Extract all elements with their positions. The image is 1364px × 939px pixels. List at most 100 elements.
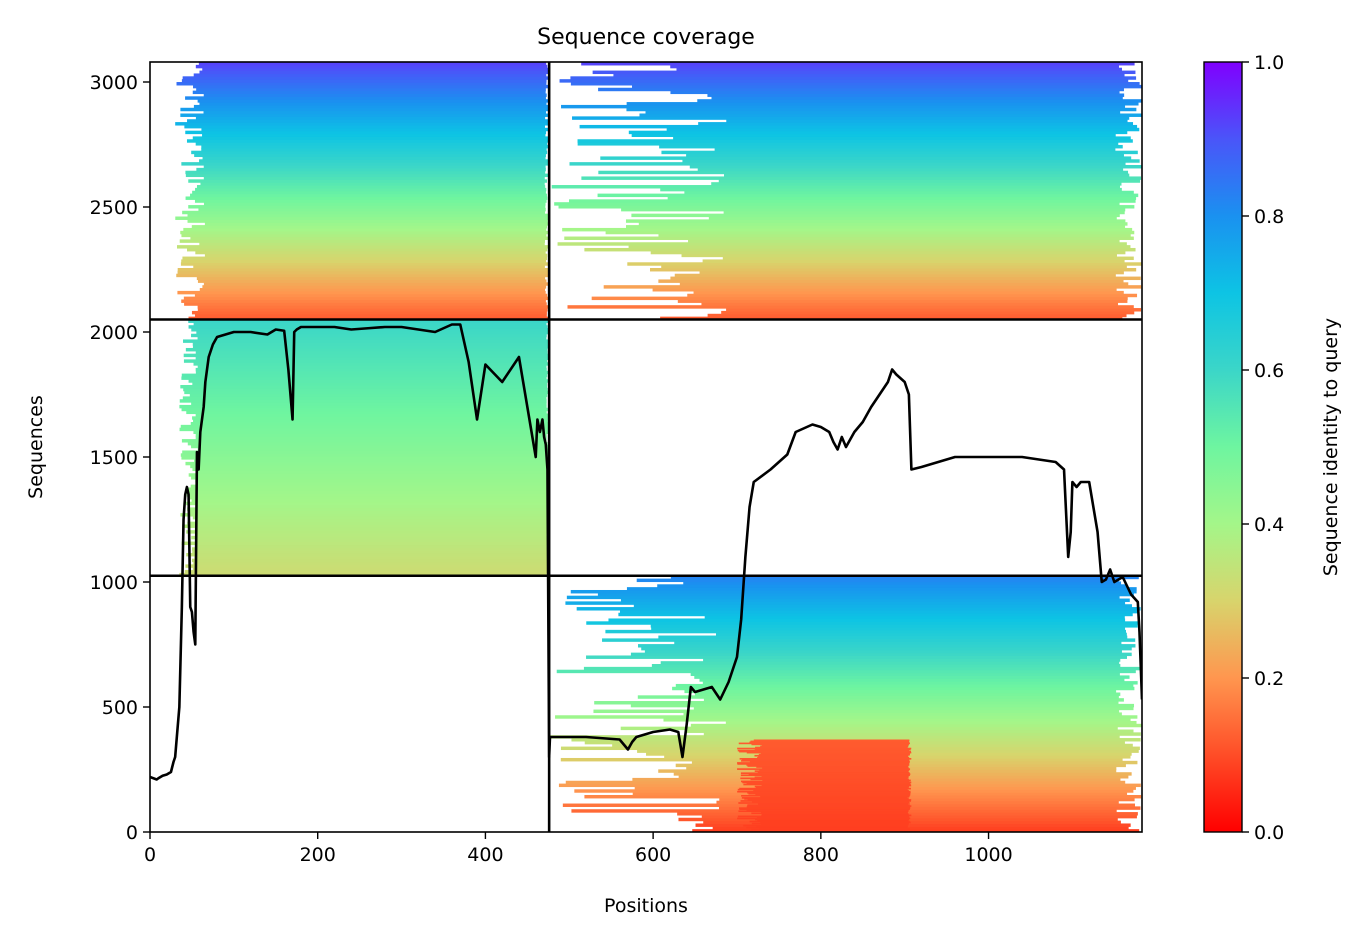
heatmap-band [176, 245, 549, 249]
heatmap-band [688, 239, 1120, 243]
heatmap-band [716, 800, 1119, 805]
heatmap-band [597, 193, 1139, 198]
heatmap-band [703, 698, 1124, 702]
heatmap-band [714, 147, 1116, 152]
heatmap-band [711, 96, 1123, 100]
x-axis: 0 200 400 600 800 1000 [144, 832, 1013, 866]
heatmap-band [761, 814, 912, 817]
heatmap-band [746, 806, 911, 808]
heatmap-band [638, 222, 1128, 226]
heatmap-band [740, 800, 911, 802]
heatmap-band [740, 774, 910, 777]
heatmap-band [191, 402, 547, 406]
heatmap-band [181, 376, 547, 380]
heatmap-band [644, 649, 1122, 654]
heatmap-band [718, 179, 1141, 183]
heatmap-band [183, 353, 549, 358]
heatmap-band [749, 820, 910, 823]
heatmap-band [191, 535, 548, 540]
heatmap-band [584, 247, 1136, 252]
heatmap-band [556, 669, 1136, 674]
heatmap-band [199, 242, 545, 246]
heatmap-band [586, 621, 1139, 625]
heatmap-band [658, 233, 1131, 238]
heatmap-band [759, 827, 910, 830]
heatmap-band [702, 681, 1138, 685]
heatmap-band [750, 740, 910, 743]
y-tick-label: 2000 [90, 322, 138, 344]
heatmap-band [746, 809, 909, 812]
x-tick-label: 400 [467, 844, 503, 866]
heatmap-band [185, 461, 549, 466]
heatmap-band [743, 783, 911, 786]
heatmap-band [183, 359, 548, 363]
plot-frame [149, 61, 1143, 833]
y-tick-label: 1000 [90, 572, 138, 594]
heatmap-band [177, 290, 546, 295]
heatmap-band [195, 116, 546, 120]
heatmap-band [761, 823, 909, 826]
heatmap-band [197, 99, 549, 103]
heatmap-band [193, 73, 547, 77]
heatmap-band [194, 153, 546, 158]
heatmap-band [203, 202, 546, 206]
chart-title: Sequence coverage [537, 25, 755, 50]
heatmap-band [672, 686, 1135, 691]
heatmap-band [742, 781, 912, 784]
heatmap-band [182, 256, 548, 261]
y-tick-label: 3000 [90, 72, 138, 94]
heatmap-band [650, 268, 1137, 272]
heatmap-band [195, 142, 548, 146]
coverage-line [150, 323, 1142, 781]
heatmap-band [175, 216, 550, 220]
heatmap-band [184, 124, 546, 129]
heatmap-band [184, 570, 549, 574]
heatmap-band [187, 507, 549, 511]
heatmap-band [747, 799, 912, 801]
heatmap-band [679, 282, 1129, 286]
heatmap-band [685, 729, 1134, 733]
heatmap-band [757, 771, 909, 773]
heatmap-band [737, 817, 911, 820]
heatmap-band [177, 270, 549, 275]
heatmap-band [195, 250, 546, 255]
heatmap-band [181, 162, 549, 166]
heatmap-band [202, 133, 546, 137]
heatmap-band [757, 803, 909, 805]
heatmap-band [191, 310, 547, 315]
heatmap-band [723, 210, 1125, 215]
heatmap-band [196, 481, 548, 486]
heatmap-band [184, 302, 547, 306]
heatmap-band [198, 62, 547, 66]
heatmap-band [204, 253, 548, 258]
heatmap-band [597, 592, 1134, 597]
heatmap-band [182, 76, 549, 80]
heatmap-band [186, 490, 548, 494]
heatmap-band [193, 561, 548, 565]
heatmap-band [683, 712, 1122, 716]
heatmap-band [185, 196, 548, 200]
plot-area [150, 62, 1142, 832]
heatmap-band [593, 709, 1120, 714]
heatmap-band [188, 319, 549, 323]
heatmap-band [179, 404, 547, 409]
heatmap-band [557, 242, 1127, 246]
heatmap-band [193, 362, 548, 366]
heatmap-band [752, 829, 910, 832]
heatmap-band [180, 107, 549, 112]
heatmap-band [620, 726, 1118, 731]
heatmap-band [193, 322, 547, 326]
heatmap-band [651, 664, 1121, 668]
heatmap-band [561, 104, 1126, 109]
heatmap-band [760, 796, 910, 798]
heatmap-band [185, 170, 546, 175]
heatmap-band [628, 130, 1128, 135]
y-tick-label: 1500 [90, 447, 138, 469]
heatmap-band [755, 793, 911, 796]
heatmap-band [738, 802, 910, 804]
heatmap-band [675, 683, 1134, 688]
heatmap-band [761, 784, 912, 787]
colorbar-tick-label: 0.6 [1254, 360, 1284, 382]
heatmap-band [569, 162, 1126, 166]
heatmap-band [203, 93, 547, 97]
